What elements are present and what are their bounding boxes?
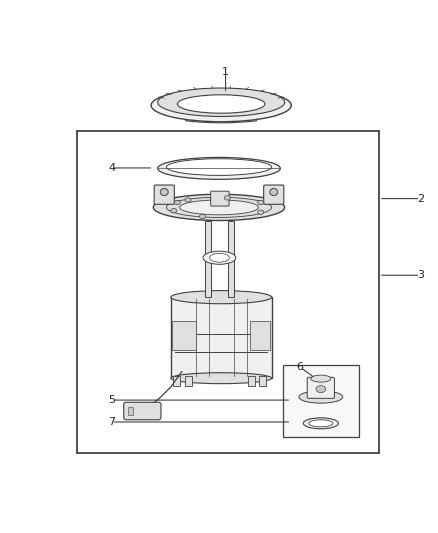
Text: 6: 6: [297, 362, 304, 372]
Bar: [259, 376, 266, 386]
Ellipse shape: [299, 391, 343, 403]
Bar: [171, 297, 272, 378]
Bar: [173, 376, 180, 386]
Text: 3: 3: [417, 270, 424, 280]
Ellipse shape: [311, 375, 331, 382]
Ellipse shape: [199, 214, 205, 219]
Text: 4: 4: [108, 163, 115, 173]
Text: 7: 7: [108, 417, 115, 427]
Ellipse shape: [166, 159, 272, 175]
Ellipse shape: [258, 210, 264, 214]
Bar: [185, 376, 192, 386]
Bar: [205, 221, 211, 297]
Bar: [228, 221, 234, 297]
FancyBboxPatch shape: [124, 402, 161, 420]
Ellipse shape: [171, 373, 272, 384]
Bar: [128, 407, 133, 415]
Ellipse shape: [224, 196, 230, 200]
Ellipse shape: [180, 200, 258, 215]
Ellipse shape: [151, 89, 291, 122]
Ellipse shape: [158, 157, 280, 179]
Ellipse shape: [316, 386, 326, 393]
Ellipse shape: [270, 189, 278, 196]
Bar: [248, 376, 255, 386]
Ellipse shape: [153, 194, 285, 221]
Ellipse shape: [174, 200, 180, 205]
Text: 1: 1: [222, 67, 229, 77]
FancyBboxPatch shape: [264, 185, 284, 204]
Ellipse shape: [309, 420, 333, 427]
FancyBboxPatch shape: [307, 377, 335, 398]
Bar: [250, 321, 270, 350]
Text: 2: 2: [417, 193, 424, 204]
Ellipse shape: [209, 253, 230, 262]
FancyBboxPatch shape: [154, 185, 174, 204]
Bar: [77, 131, 379, 453]
FancyBboxPatch shape: [211, 191, 229, 206]
Bar: [172, 321, 196, 350]
Ellipse shape: [304, 418, 338, 429]
Ellipse shape: [158, 88, 285, 117]
Ellipse shape: [258, 200, 264, 205]
Ellipse shape: [203, 251, 236, 264]
Ellipse shape: [171, 290, 272, 304]
Ellipse shape: [171, 208, 177, 213]
Ellipse shape: [185, 198, 191, 202]
Bar: [283, 365, 359, 437]
Text: 5: 5: [108, 395, 115, 405]
Ellipse shape: [160, 189, 168, 196]
Ellipse shape: [177, 95, 265, 113]
